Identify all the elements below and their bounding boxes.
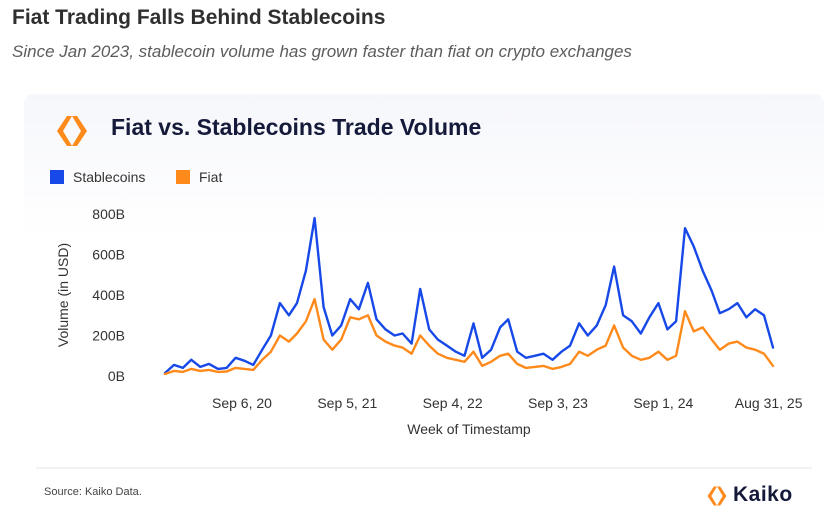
kaiko-brand-icon xyxy=(707,486,727,506)
x-tick-label: Sep 1, 24 xyxy=(633,395,693,411)
x-tick-label: Aug 31, 25 xyxy=(735,395,803,411)
legend-item-fiat[interactable]: Fiat xyxy=(176,169,222,185)
y-tick-label: 0B xyxy=(108,368,125,384)
legend-label-fiat: Fiat xyxy=(199,169,223,185)
headline: Fiat Trading Falls Behind Stablecoins xyxy=(12,6,386,29)
x-tick-label: Sep 6, 20 xyxy=(212,395,272,411)
y-tick-label: 200B xyxy=(92,328,125,344)
chart-title: Fiat vs. Stablecoins Trade Volume xyxy=(111,114,482,140)
legend-label-stablecoins: Stablecoins xyxy=(73,169,146,185)
x-tick-label: Sep 5, 21 xyxy=(317,395,377,411)
x-axis-label: Week of Timestamp xyxy=(407,421,531,437)
series-line-stablecoins xyxy=(163,216,775,375)
source-note: Source: Kaiko Data. xyxy=(44,486,142,498)
y-axis-label: Volume (in USD) xyxy=(55,243,71,347)
legend-swatch-fiat xyxy=(176,170,190,184)
y-tick-label: 600B xyxy=(92,247,125,263)
x-tick-label: Sep 3, 23 xyxy=(528,395,588,411)
subheadline: Since Jan 2023, stablecoin volume has gr… xyxy=(12,42,632,61)
x-tick-label: Sep 4, 22 xyxy=(423,395,483,411)
kaiko-logo-icon xyxy=(57,116,87,146)
legend-item-stablecoins[interactable]: Stablecoins xyxy=(50,169,145,185)
series-line-fiat xyxy=(163,297,775,376)
y-tick-label: 400B xyxy=(92,287,125,303)
legend-swatch-stablecoins xyxy=(50,170,64,184)
brand-name: Kaiko xyxy=(733,483,793,506)
y-tick-label: 800B xyxy=(92,206,125,222)
